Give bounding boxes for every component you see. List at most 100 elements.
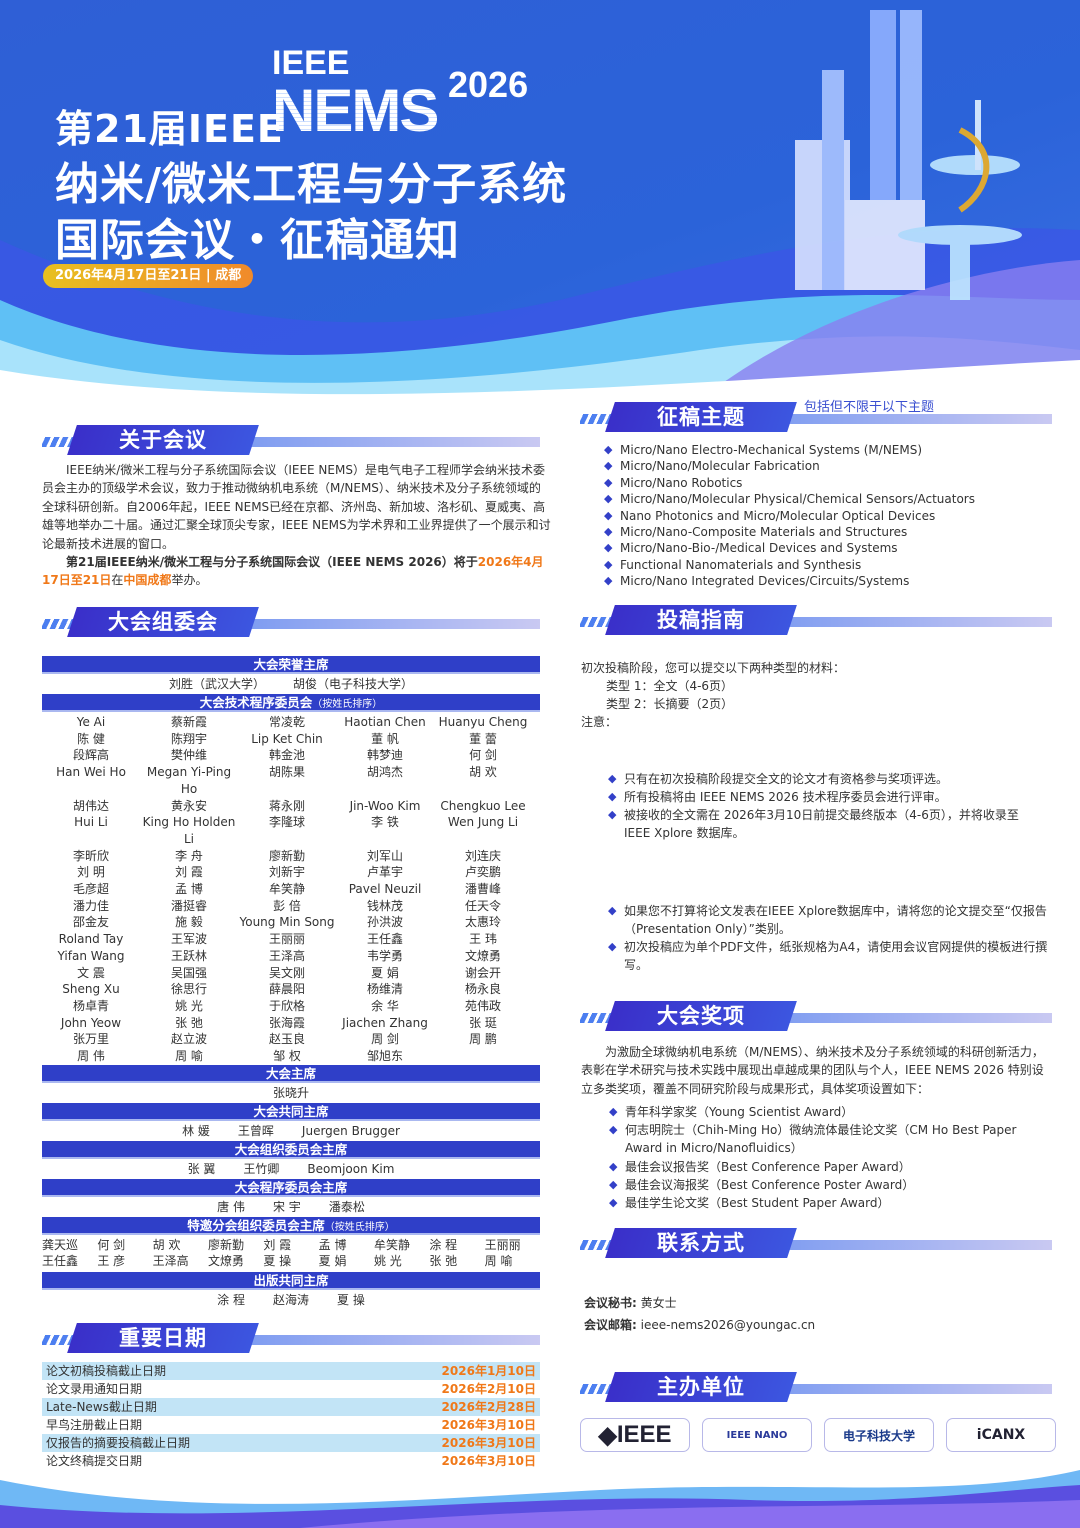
list-item: 最佳会议报告奖（Best Conference Paper Award） (609, 1158, 1049, 1176)
committee-names-general: 张晓升 (42, 1083, 540, 1103)
person-name: 周 喻 (175, 1049, 203, 1064)
person-name (434, 1048, 532, 1065)
person-name: 王泽高 (268, 948, 305, 963)
logo-text: 电子科技大学 (842, 1428, 915, 1443)
list-item: Micro/Nano-Composite Materials and Struc… (604, 524, 1054, 541)
person-name: 杨永良 (464, 982, 501, 997)
person-name: 周 伟 (77, 1049, 105, 1064)
list-item: 初次投稿应为单个PDF文件，纸张规格为A4，请使用会议官网提供的模板进行撰写。 (608, 938, 1048, 974)
person-name: 刘 明 (77, 865, 105, 880)
person-name: 廖新勤 (207, 1237, 244, 1252)
list-item: 被接收的全文需在 2026年3月10日前提交最终版本（4-6页），并将收录至 I… (608, 806, 1048, 842)
person-name: 孟 博 (318, 1237, 347, 1252)
list-item: 何志明院士（Chih-Ming Ho）微纳流体最佳论文奖（CM Ho Best … (609, 1121, 1049, 1157)
person-name: Huanyu Cheng (438, 715, 528, 729)
person-name: Haotian Chen (344, 715, 426, 729)
title-line-1: 第21届IEEE (55, 107, 284, 151)
section-header-contact: 联系方式 (580, 1228, 1052, 1262)
sponsor-logos: ◆ IEEE IEEE NANO 电子科技大学 iCANX (580, 1418, 1056, 1452)
logo-ieee-nano: IEEE NANO (702, 1418, 812, 1452)
date-label: 仅报告的摘要投稿截止日期 (46, 1436, 191, 1450)
section-title: 主办单位 (657, 1375, 745, 1399)
hero-waves (0, 10, 1080, 400)
person-name: 吴国强 (170, 965, 207, 980)
committee-list: 大会荣誉主席 刘胜（武汉大学） 胡俊（电子科技大学） 大会技术程序委员会（按姓氏排序）… (42, 656, 540, 1310)
person-name: 邵金友 (72, 915, 109, 930)
person-name: 王 玮 (469, 932, 497, 947)
about-paragraph-1: IEEE纳米/微米工程与分子系统国际会议（IEEE NEMS）是电气电子工程师学… (42, 463, 551, 551)
person-name: 刘 霞 (263, 1237, 292, 1252)
date-value: 2026年2月10日 (441, 1382, 536, 1396)
band-label: 大会共同主席 (253, 1103, 329, 1119)
person-name: Juergen Brugger (301, 1123, 400, 1138)
person-name: 胡 欢 (152, 1237, 181, 1252)
date-value: 2026年1月10日 (441, 1364, 536, 1378)
person-name: 廖新勤 (268, 848, 305, 863)
topics-list: Micro/Nano Electro-Mechanical Systems (M… (604, 442, 1054, 590)
section-header-about: 关于会议 (42, 425, 540, 459)
committee-names-publication: 涂 程 赵海涛 夏 操 (42, 1290, 540, 1310)
person-name: 董 蕾 (469, 731, 497, 746)
person-name: Jiachen Zhang (342, 1015, 428, 1030)
list-item: Micro/Nano Integrated Devices/Circuits/S… (604, 573, 1054, 590)
committee-names-co_general: 林 媛 王曾晖 Juergen Brugger (42, 1121, 540, 1141)
footer-waves (0, 1470, 1080, 1528)
date-value: 2026年3月10日 (441, 1454, 536, 1468)
band-label: 大会技术程序委员会 (199, 695, 313, 710)
band-label: 特邀分会组织委员会主席 (187, 1217, 325, 1233)
person-name: 张万里 (72, 1032, 109, 1047)
person-name: 潘力佳 (72, 898, 109, 913)
date-label: 论文终稿提交日期 (46, 1454, 143, 1468)
person-name: 夏 操 (337, 1292, 365, 1307)
person-name: Roland Tay (58, 932, 124, 947)
person-name: 吴文刚 (268, 965, 305, 980)
logo-icanx: iCANX (946, 1418, 1056, 1452)
person-name: 宋 宇 (272, 1199, 301, 1214)
contact-email-link[interactable]: ieee-nems2026@youngac.cn (640, 1318, 816, 1332)
committee-names-honorary: 刘胜（武汉大学） 胡俊（电子科技大学） (42, 674, 540, 694)
person-name: 牟笑静 (268, 882, 305, 897)
section-header-dates: 重要日期 (42, 1323, 540, 1357)
person-name: 蒋永刚 (268, 798, 305, 813)
person-name: 卢革宇 (366, 865, 403, 880)
person-name: 李隆球 (268, 815, 305, 830)
list-item: 如果您不打算将论文发表在IEEE Xplore数据库中，请将您的论文提交至“仅报… (608, 902, 1048, 938)
date-value: 2026年3月10日 (441, 1436, 536, 1450)
list-item: 所有投稿将由 IEEE NEMS 2026 技术程序委员会进行评审。 (608, 788, 1048, 806)
date-row: 仅报告的摘要投稿截止日期 2026年3月10日 (42, 1434, 540, 1452)
person-name: 彭 倍 (273, 898, 301, 913)
section-title: 联系方式 (657, 1231, 745, 1255)
committee-names-program: 唐 伟 宋 宇 潘泰松 (42, 1197, 540, 1217)
person-name: Wen Jung Li (447, 815, 519, 830)
band-label: 大会程序委员会主席 (234, 1179, 348, 1195)
person-name: 文燎勇 (464, 948, 501, 963)
date-value: 2026年2月28日 (441, 1400, 536, 1414)
logo-nems-text: NEMS (272, 77, 439, 144)
person-name: 太惠玲 (464, 915, 501, 930)
person-name: 刘胜（武汉大学） (168, 677, 265, 691)
person-name: 孟 博 (175, 882, 203, 897)
person-name: 于欣格 (268, 998, 305, 1013)
person-name: 余 华 (371, 998, 399, 1013)
person-name: 张 弛 (175, 1015, 203, 1030)
date-row: 论文初稿投稿截止日期 2026年1月10日 (42, 1362, 540, 1380)
date-label: 论文录用通知日期 (46, 1382, 143, 1396)
list-item: 青年科学家奖（Young Scientist Award） (609, 1103, 1049, 1121)
person-name: 薛晨阳 (268, 982, 305, 997)
tpc-grid: Ye Ai 蔡新霞 常凌乾 Haotian Chen Huanyu Cheng 陈 健 陈翔… (42, 712, 540, 1065)
hero-banner: IEEE NEMS 2026 第21届IEEE 纳米/微米工程与分子系统 国际会… (0, 0, 1080, 400)
person-name: 周 鹏 (469, 1032, 497, 1047)
text: 举办。 (171, 573, 208, 588)
person-name: 卢奕鹏 (464, 865, 501, 880)
person-name: 龚天巡 (42, 1237, 79, 1252)
date-row: 论文录用通知日期 2026年2月10日 (42, 1380, 540, 1398)
logo-year: 2026 (448, 64, 529, 105)
topics-note: 包括但不限于以下主题 (804, 400, 935, 415)
person-name: Jin-Woo Kim (349, 798, 421, 813)
person-name: 韩梦迪 (366, 748, 403, 763)
email-label: 会议邮箱: (584, 1318, 637, 1332)
person-name: 杨维清 (366, 982, 403, 997)
person-name: 李 舟 (175, 848, 203, 863)
person-name: 王任鑫 (42, 1254, 79, 1269)
date-label: 论文初稿投稿截止日期 (46, 1364, 167, 1378)
